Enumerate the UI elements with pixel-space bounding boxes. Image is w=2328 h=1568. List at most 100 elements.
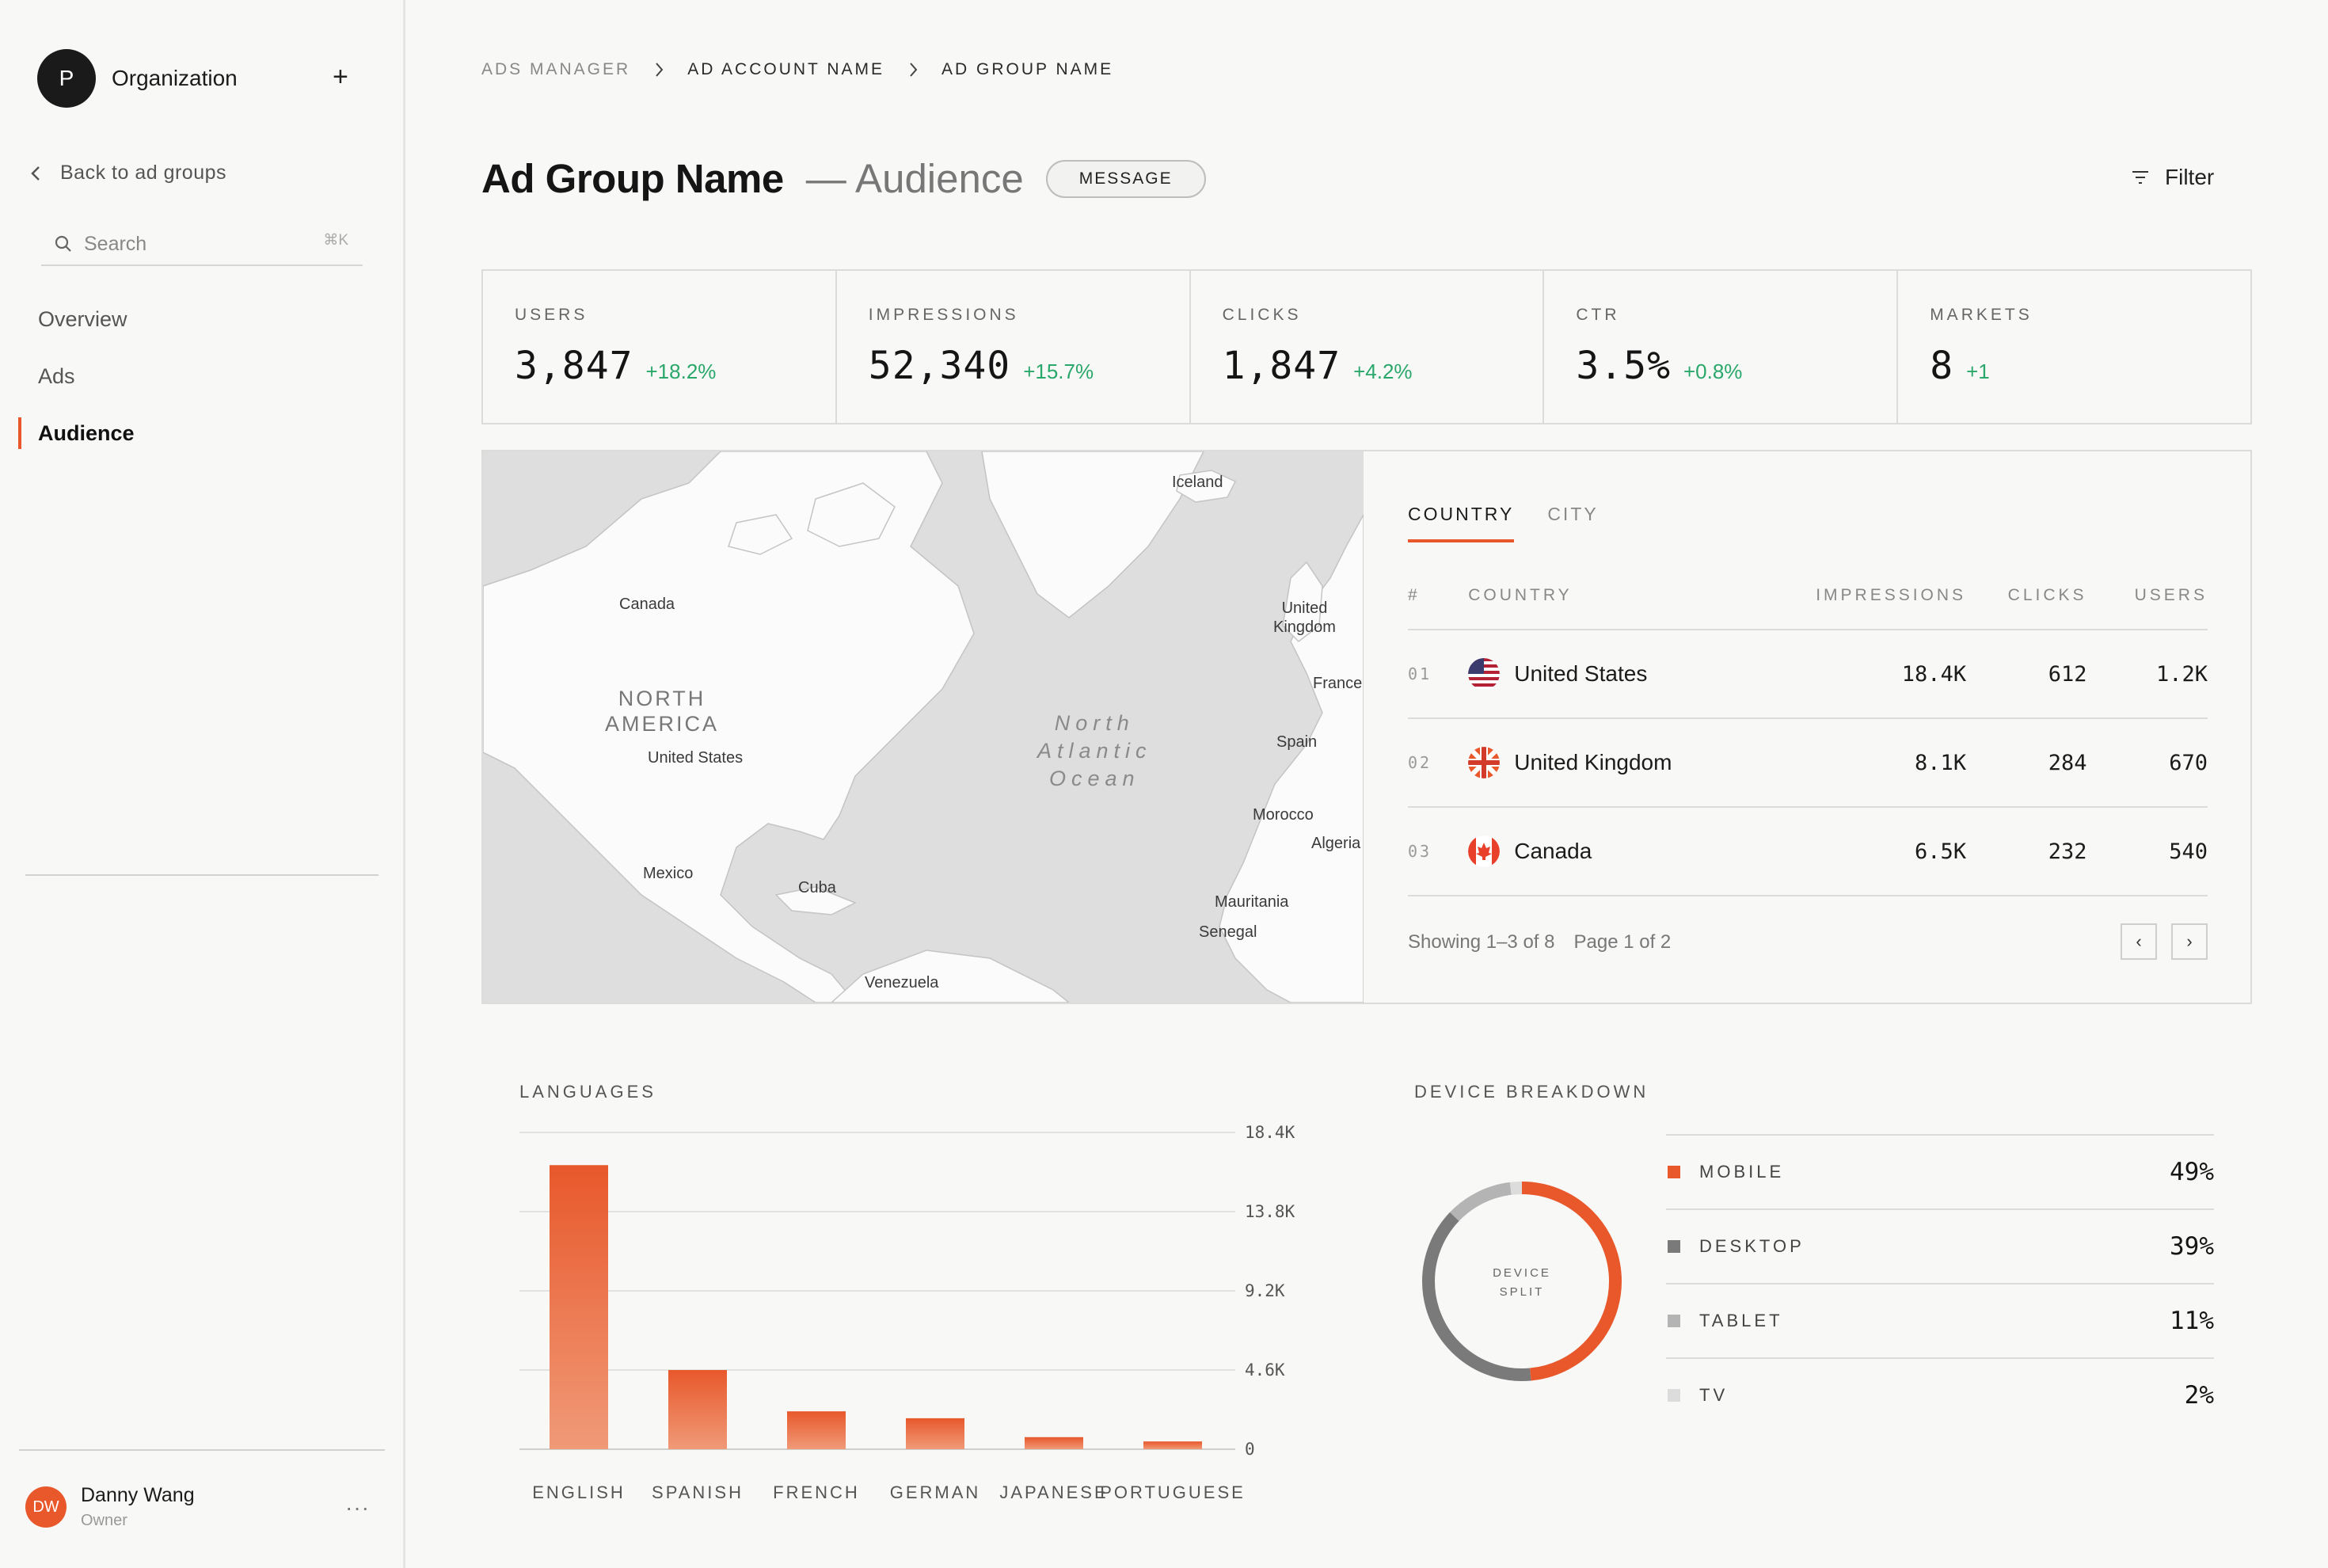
stat-value: 52,340 bbox=[868, 344, 1011, 388]
table-row[interactable]: 03 Canada 6.5K 232 540 bbox=[1408, 808, 2208, 896]
clicks-value: 612 bbox=[2048, 661, 2087, 687]
bar-german[interactable] bbox=[906, 1418, 964, 1449]
breadcrumb-ad-account[interactable]: AD ACCOUNT NAME bbox=[687, 60, 885, 78]
bar-french[interactable] bbox=[787, 1411, 846, 1449]
donut-slice-desktop[interactable] bbox=[1422, 1182, 1622, 1381]
donut-slice-mobile[interactable] bbox=[1422, 1182, 1622, 1381]
org-switcher[interactable]: P Organization bbox=[37, 49, 238, 108]
breadcrumb-ad-group: AD GROUP NAME bbox=[941, 60, 1114, 78]
impressions-value: 8.1K bbox=[1915, 750, 1967, 775]
x-tick-label: JAPANESE bbox=[999, 1482, 1108, 1502]
col-users[interactable]: USERS bbox=[2134, 586, 2208, 604]
legend-value: 49% bbox=[2170, 1158, 2214, 1186]
users-value: 1.2K bbox=[2155, 661, 2208, 687]
sidebar: P Organization + Back to ad groups Searc… bbox=[0, 0, 405, 1568]
map-label-canada: Canada bbox=[619, 596, 675, 613]
legend-swatch bbox=[1668, 1240, 1680, 1253]
search-input[interactable]: Search ⌘K bbox=[41, 223, 363, 266]
tab-city[interactable]: CITY bbox=[1547, 504, 1599, 524]
page-indicator: Page 1 of 2 bbox=[1573, 931, 1672, 953]
impressions-value: 6.5K bbox=[1915, 839, 1967, 864]
legend-item-mobile: MOBILE 49% bbox=[1666, 1134, 2214, 1208]
map-label-mauritania: Mauritania bbox=[1215, 893, 1289, 911]
map-label-senegal: Senegal bbox=[1199, 923, 1257, 941]
users-value: 670 bbox=[2169, 750, 2208, 775]
map-label-ocean: North Atlantic Ocean bbox=[1037, 711, 1152, 791]
stat-delta: +15.7% bbox=[1023, 360, 1094, 383]
tab-country[interactable]: COUNTRY bbox=[1408, 504, 1515, 542]
legend-label: TABLET bbox=[1699, 1311, 1783, 1330]
row-index: 02 bbox=[1408, 753, 1432, 772]
legend-item-desktop: DESKTOP 39% bbox=[1666, 1208, 2214, 1283]
device-donut-chart: DEVICE SPLIT bbox=[1422, 1182, 1622, 1381]
filter-button[interactable]: Filter bbox=[2132, 165, 2214, 190]
prev-page-button[interactable]: ‹ bbox=[2121, 923, 2157, 960]
country-name: Canada bbox=[1514, 839, 1592, 863]
user-profile[interactable]: DW Danny Wang Owner bbox=[25, 1484, 195, 1530]
x-tick-label: PORTUGUESE bbox=[1100, 1482, 1246, 1502]
table-row[interactable]: 01 United States 18.4K 612 1.2K bbox=[1408, 630, 2208, 719]
col-country[interactable]: COUNTRY bbox=[1468, 586, 1573, 604]
country-name: United Kingdom bbox=[1514, 750, 1672, 774]
bar-portuguese[interactable] bbox=[1143, 1441, 1202, 1449]
sidebar-item-overview[interactable]: Overview bbox=[38, 307, 127, 331]
x-tick-label: SPANISH bbox=[652, 1482, 744, 1502]
message-button[interactable]: MESSAGE bbox=[1045, 159, 1206, 198]
stat-card-ctr: CTR 3.5% +0.8% bbox=[1544, 271, 1899, 423]
sidebar-item-audience[interactable]: Audience bbox=[38, 421, 135, 445]
legend-value: 39% bbox=[2170, 1232, 2214, 1261]
languages-title: LANGUAGES bbox=[519, 1082, 656, 1102]
bar-english[interactable] bbox=[550, 1165, 608, 1449]
breadcrumb-ads-manager[interactable]: ADS MANAGER bbox=[481, 60, 631, 78]
map-label-united-states: United States bbox=[648, 749, 744, 767]
next-page-button[interactable]: › bbox=[2171, 923, 2208, 960]
map-label-france: France bbox=[1313, 675, 1363, 692]
canada-flag-icon bbox=[1468, 835, 1501, 867]
col-impressions[interactable]: IMPRESSIONS bbox=[1816, 586, 1967, 604]
map-label-uk: United Kingdom bbox=[1273, 599, 1336, 636]
stat-value: 1,847 bbox=[1222, 344, 1341, 388]
add-org-button[interactable]: + bbox=[333, 62, 348, 92]
map-label-venezuela: Venezuela bbox=[865, 974, 939, 991]
stat-label: USERS bbox=[515, 306, 588, 324]
back-to-ad-groups-link[interactable]: Back to ad groups bbox=[30, 162, 226, 185]
world-map[interactable]: Iceland Canada NORTH AMERICA United Stat… bbox=[483, 451, 1364, 1003]
legend-swatch bbox=[1668, 1389, 1680, 1402]
bar-spanish[interactable] bbox=[668, 1370, 727, 1449]
y-tick-label: 0 bbox=[1245, 1440, 1255, 1459]
y-tick-label: 4.6K bbox=[1245, 1361, 1285, 1380]
clicks-value: 284 bbox=[2048, 750, 2087, 775]
col-clicks[interactable]: CLICKS bbox=[2007, 586, 2087, 604]
row-index: 01 bbox=[1408, 664, 1432, 683]
table-row[interactable]: 02 United Kingdom 8.1K 284 670 bbox=[1408, 719, 2208, 808]
y-tick-label: 9.2K bbox=[1245, 1281, 1285, 1300]
country-table: # COUNTRY IMPRESSIONS CLICKS USERS 01 Un… bbox=[1408, 586, 2208, 896]
languages-bar-chart: 0 4.6K 9.2K 13.8K 18.4K ENGLISH SPANISH FRENCH G… bbox=[519, 1123, 1295, 1502]
sidebar-item-ads[interactable]: Ads bbox=[38, 364, 75, 388]
page-header: Ad Group Name — Audience MESSAGE bbox=[481, 155, 1206, 202]
legend-value: 11% bbox=[2170, 1307, 2214, 1335]
legend-swatch bbox=[1668, 1315, 1680, 1327]
donut-center-label: SPLIT bbox=[1500, 1285, 1545, 1299]
map-label-mexico: Mexico bbox=[643, 865, 694, 882]
col-index: # bbox=[1408, 586, 1420, 604]
search-shortcut: ⌘K bbox=[323, 232, 348, 249]
chevron-left-icon bbox=[31, 166, 40, 181]
x-tick-label: ENGLISH bbox=[532, 1482, 626, 1502]
bar-japanese[interactable] bbox=[1025, 1437, 1083, 1449]
org-name: Organization bbox=[112, 66, 238, 90]
map-label-algeria: Algeria bbox=[1311, 835, 1361, 852]
map-label-iceland: Iceland bbox=[1172, 474, 1223, 491]
table-header: # COUNTRY IMPRESSIONS CLICKS USERS bbox=[1408, 586, 2208, 630]
user-role: Owner bbox=[81, 1512, 127, 1529]
stat-value: 3.5% bbox=[1576, 344, 1671, 388]
more-options-icon[interactable]: ··· bbox=[345, 1495, 370, 1520]
us-flag-icon bbox=[1468, 658, 1501, 690]
stat-card-markets: MARKETS 8 +1 bbox=[1898, 271, 2250, 423]
stat-value: 3,847 bbox=[515, 344, 633, 388]
y-tick-label: 18.4K bbox=[1245, 1123, 1295, 1142]
clicks-value: 232 bbox=[2048, 839, 2087, 864]
sidebar-divider bbox=[19, 1449, 385, 1451]
stat-label: MARKETS bbox=[1930, 306, 2033, 324]
geo-tabs: COUNTRY CITY bbox=[1408, 504, 1632, 542]
